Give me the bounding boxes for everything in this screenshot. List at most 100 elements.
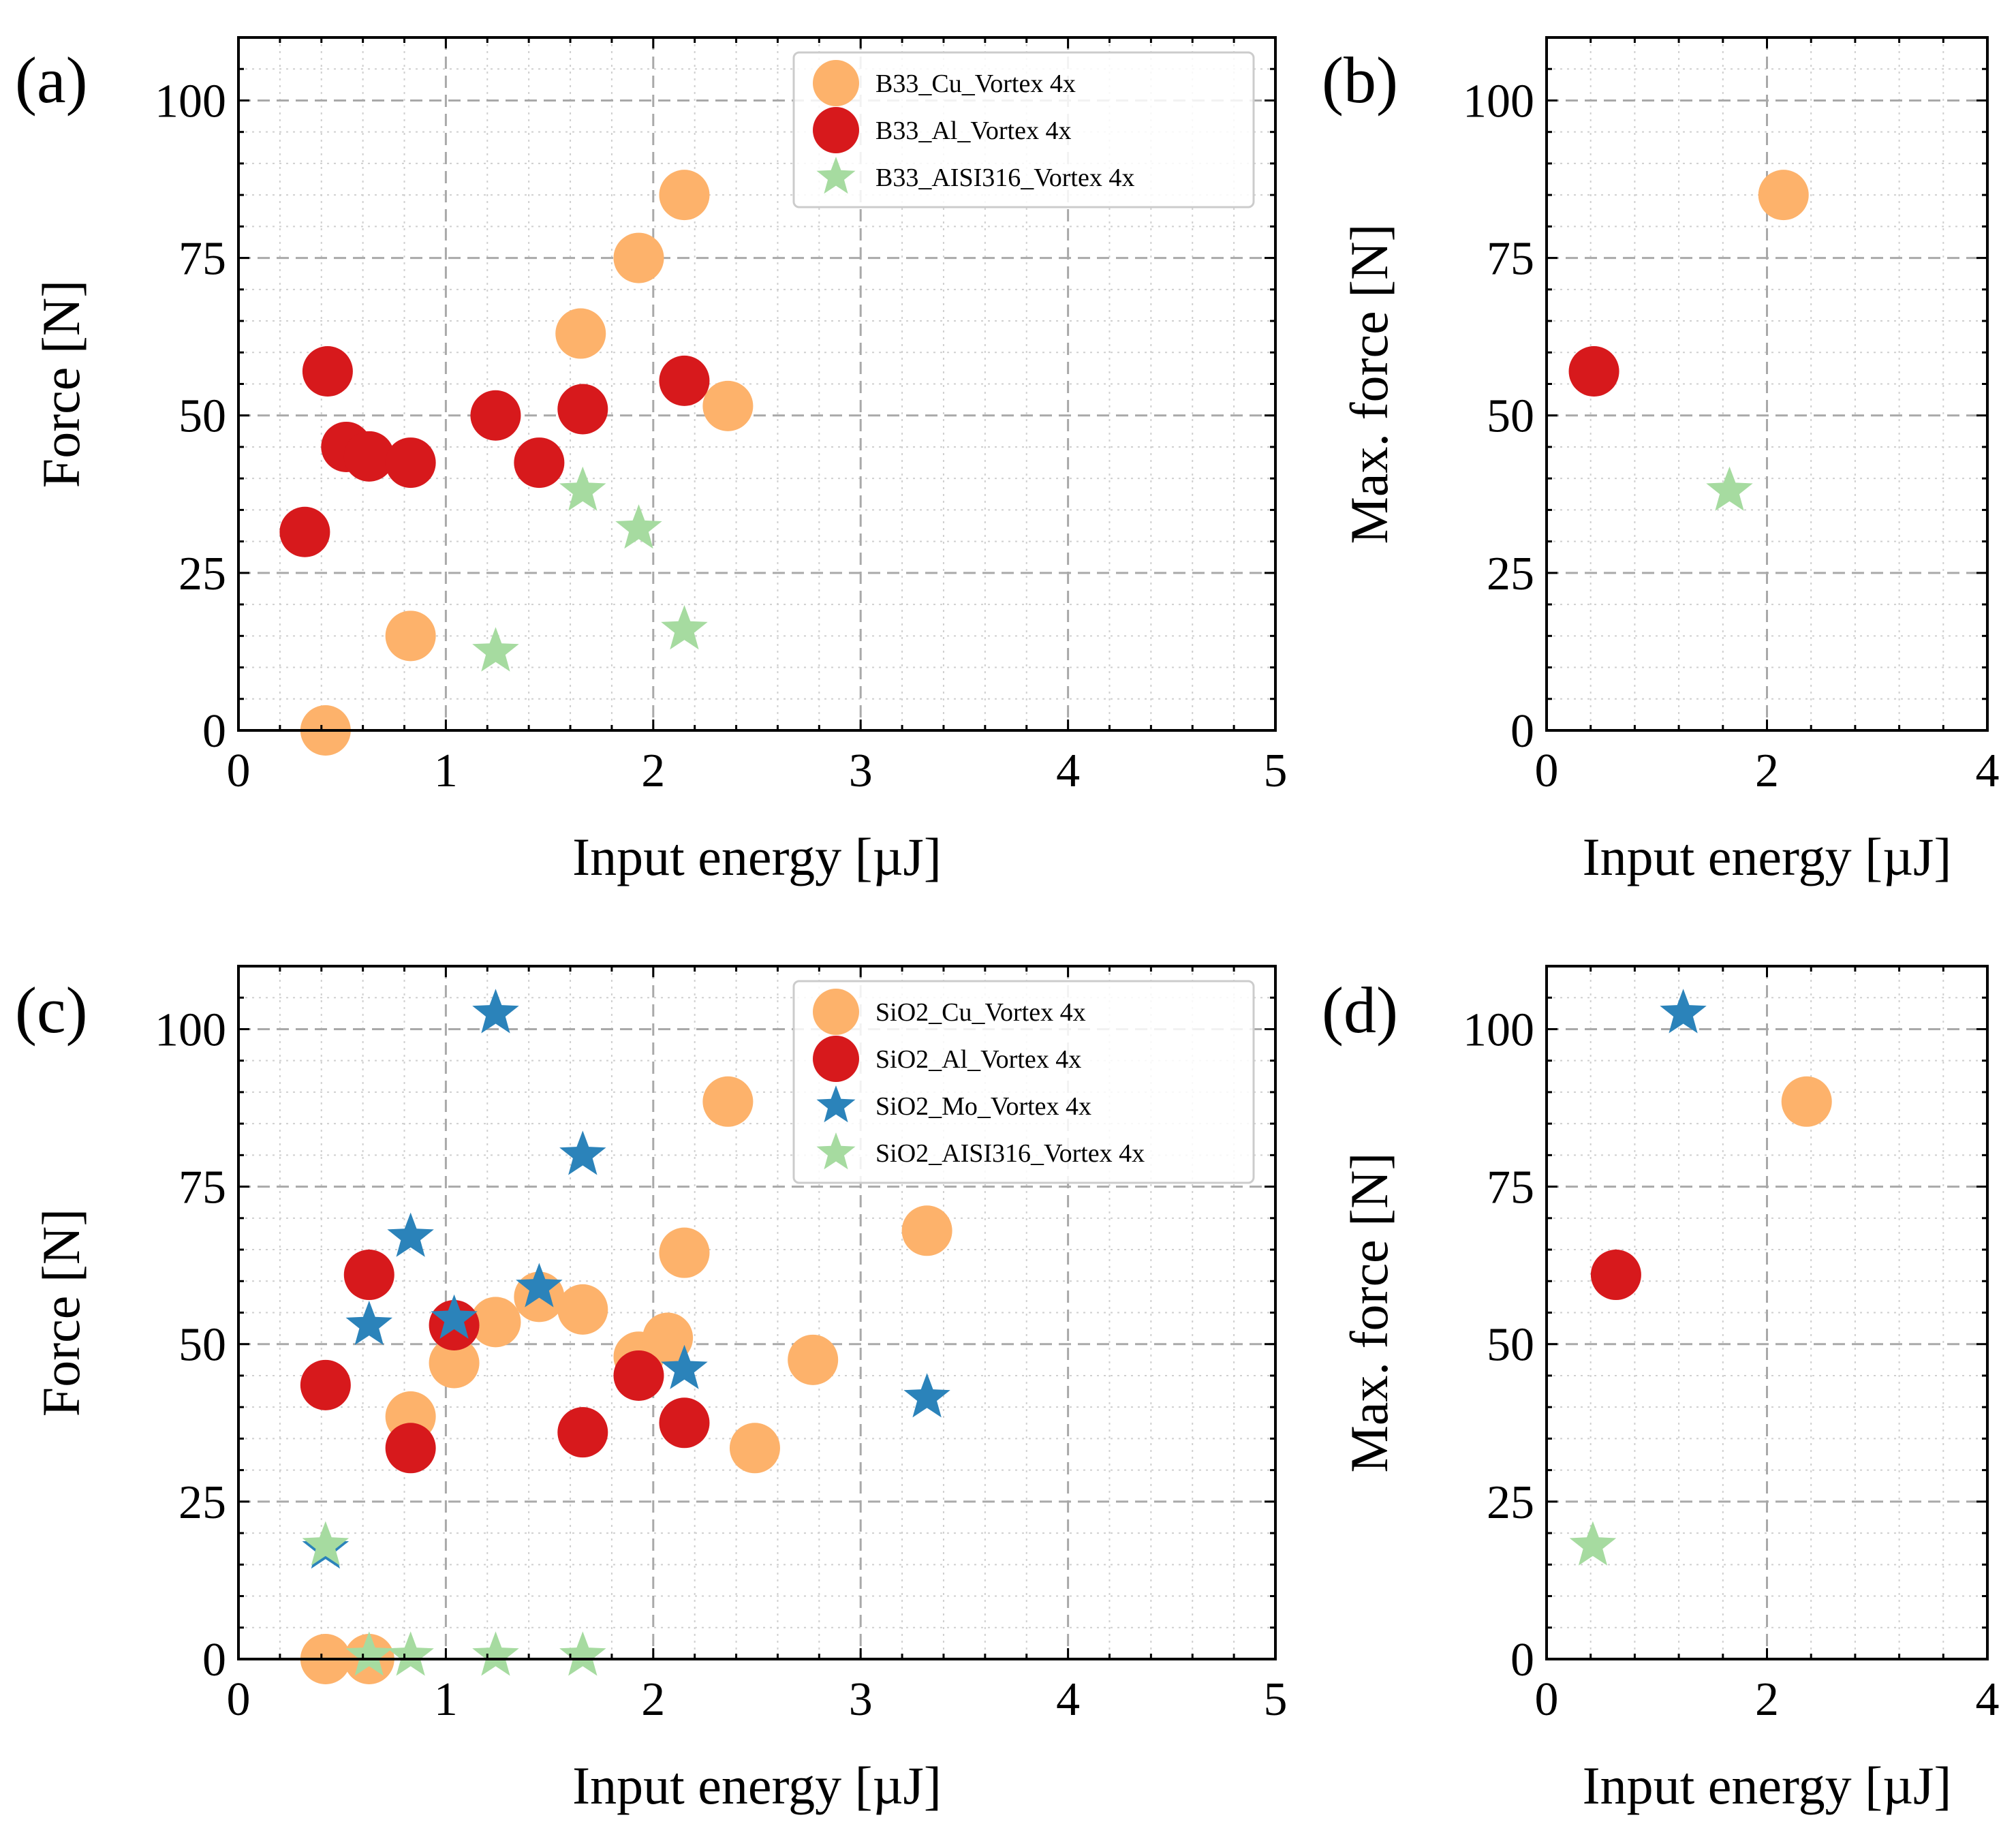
x-tick-label: 5 xyxy=(1264,745,1288,797)
legend: B33_Cu_Vortex 4x B33_Al_Vortex 4x B33_AISI… xyxy=(792,51,1255,208)
data-point-circle xyxy=(702,380,754,431)
data-point-star xyxy=(516,1263,563,1308)
data-point-circle xyxy=(300,1359,351,1410)
data-point-star xyxy=(431,1294,478,1339)
data-point-star xyxy=(1706,466,1753,511)
legend-label: SiO2_AISI316_Vortex 4x xyxy=(875,1139,1145,1168)
data-point-circle xyxy=(659,1227,710,1278)
legend-label: B33_AISI316_Vortex 4x xyxy=(875,164,1134,192)
data-point-star xyxy=(903,1373,950,1418)
legend-box xyxy=(792,980,1255,1184)
x-tick-label: 2 xyxy=(641,745,665,797)
y-tick-label: 25 xyxy=(1487,1476,1534,1529)
data-point-star xyxy=(661,1344,708,1389)
data-point-circle xyxy=(557,1284,608,1335)
y-tick-label: 100 xyxy=(155,1004,226,1056)
data-point-star xyxy=(472,989,519,1034)
data-point-star xyxy=(1660,989,1707,1034)
x-axis-label: Input energy [µJ] xyxy=(572,827,942,886)
data-point-circle xyxy=(702,1076,754,1127)
x-axis-label: Input energy [µJ] xyxy=(572,1756,942,1815)
data-point-star xyxy=(1569,1521,1617,1566)
data-point-circle xyxy=(385,1423,436,1474)
x-tick-label: 3 xyxy=(849,1673,873,1726)
legend-marker-star xyxy=(816,1132,856,1170)
x-tick-label: 4 xyxy=(1056,745,1080,797)
data-point-star xyxy=(559,1130,606,1175)
legend-box xyxy=(792,51,1255,208)
data-point-star xyxy=(472,627,519,672)
x-tick-label: 2 xyxy=(1755,1673,1779,1726)
x-tick-label: 2 xyxy=(641,1673,665,1726)
y-tick-label: 100 xyxy=(1463,1004,1534,1056)
legend-label: B33_Al_Vortex 4x xyxy=(875,117,1071,145)
y-tick-label: 50 xyxy=(179,390,226,443)
panel-label: (c) xyxy=(15,974,88,1047)
data-point-circle xyxy=(302,346,353,397)
data-point-star xyxy=(615,504,662,549)
x-tick-label: 3 xyxy=(849,745,873,797)
y-tick-label: 75 xyxy=(179,233,226,285)
data-point-circle xyxy=(729,1423,780,1474)
data-point-circle xyxy=(1758,170,1809,221)
data-point-circle xyxy=(613,232,664,283)
legend-marker-star xyxy=(816,1085,856,1123)
x-tick-label: 1 xyxy=(434,1673,458,1726)
data-point-star xyxy=(387,1631,434,1676)
data-point-star xyxy=(345,1301,392,1346)
legend-marker-circle xyxy=(813,1036,859,1082)
x-tick-label: 0 xyxy=(1535,745,1559,797)
data-point-circle xyxy=(1590,1250,1641,1301)
legend-label: B33_Cu_Vortex 4x xyxy=(875,69,1076,98)
y-tick-label: 25 xyxy=(1487,548,1534,600)
chart-panel-d: 0 2 4 0 25 50 75 100 Input energy [µJ] Max. force… xyxy=(1322,965,2000,1815)
legend-label: SiO2_Cu_Vortex 4x xyxy=(875,998,1086,1027)
data-point-circle xyxy=(659,170,710,221)
data-point-circle xyxy=(1568,346,1619,397)
data-point-circle xyxy=(385,610,436,662)
legend-marker-circle xyxy=(813,60,859,106)
data-point-circle xyxy=(557,1407,608,1458)
data-point-circle xyxy=(429,1337,480,1389)
legend-marker-circle xyxy=(813,989,859,1035)
data-point-circle xyxy=(514,437,565,489)
data-point-circle xyxy=(555,308,606,359)
x-tick-label: 1 xyxy=(434,745,458,797)
y-tick-label: 0 xyxy=(1510,1634,1534,1686)
y-tick-label: 50 xyxy=(1487,1319,1534,1372)
legend-marker-circle xyxy=(813,107,859,153)
data-point-circle xyxy=(659,355,710,406)
y-tick-label: 50 xyxy=(1487,390,1534,443)
panel-label: (d) xyxy=(1322,974,1398,1047)
legend-marker-star xyxy=(816,157,856,194)
data-point-circle xyxy=(385,437,436,489)
data-point-star xyxy=(559,1631,606,1676)
panel-label: (a) xyxy=(15,44,88,117)
x-tick-label: 0 xyxy=(1535,1673,1559,1726)
y-tick-label: 0 xyxy=(1510,705,1534,758)
y-tick-label: 25 xyxy=(179,548,226,600)
x-tick-label: 4 xyxy=(1976,745,2000,797)
x-tick-label: 0 xyxy=(227,1673,251,1726)
x-axis-label: Input energy [µJ] xyxy=(1583,1756,1952,1815)
data-point-star xyxy=(387,1212,434,1257)
chart-panel-b: 0 2 4 0 25 50 75 100 Input energy [µJ] Max. force… xyxy=(1322,36,2000,886)
data-point-circle xyxy=(343,431,394,482)
y-tick-label: 75 xyxy=(179,1162,226,1214)
data-point-circle xyxy=(343,1250,394,1301)
y-tick-label: 75 xyxy=(1487,1162,1534,1214)
data-point-circle xyxy=(659,1397,710,1449)
panel-label: (b) xyxy=(1322,44,1398,117)
data-point-star xyxy=(302,1521,350,1566)
x-tick-label: 4 xyxy=(1056,1673,1080,1726)
data-point-circle xyxy=(470,390,521,441)
y-tick-label: 0 xyxy=(202,1634,226,1686)
data-point-star xyxy=(472,1631,519,1676)
legend: SiO2_Cu_Vortex 4x SiO2_Al_Vortex 4x SiO2_M… xyxy=(792,980,1255,1184)
y-axis-label: Force [N] xyxy=(31,280,91,488)
x-axis-label: Input energy [µJ] xyxy=(1583,827,1952,886)
legend-label: SiO2_Mo_Vortex 4x xyxy=(875,1092,1091,1121)
